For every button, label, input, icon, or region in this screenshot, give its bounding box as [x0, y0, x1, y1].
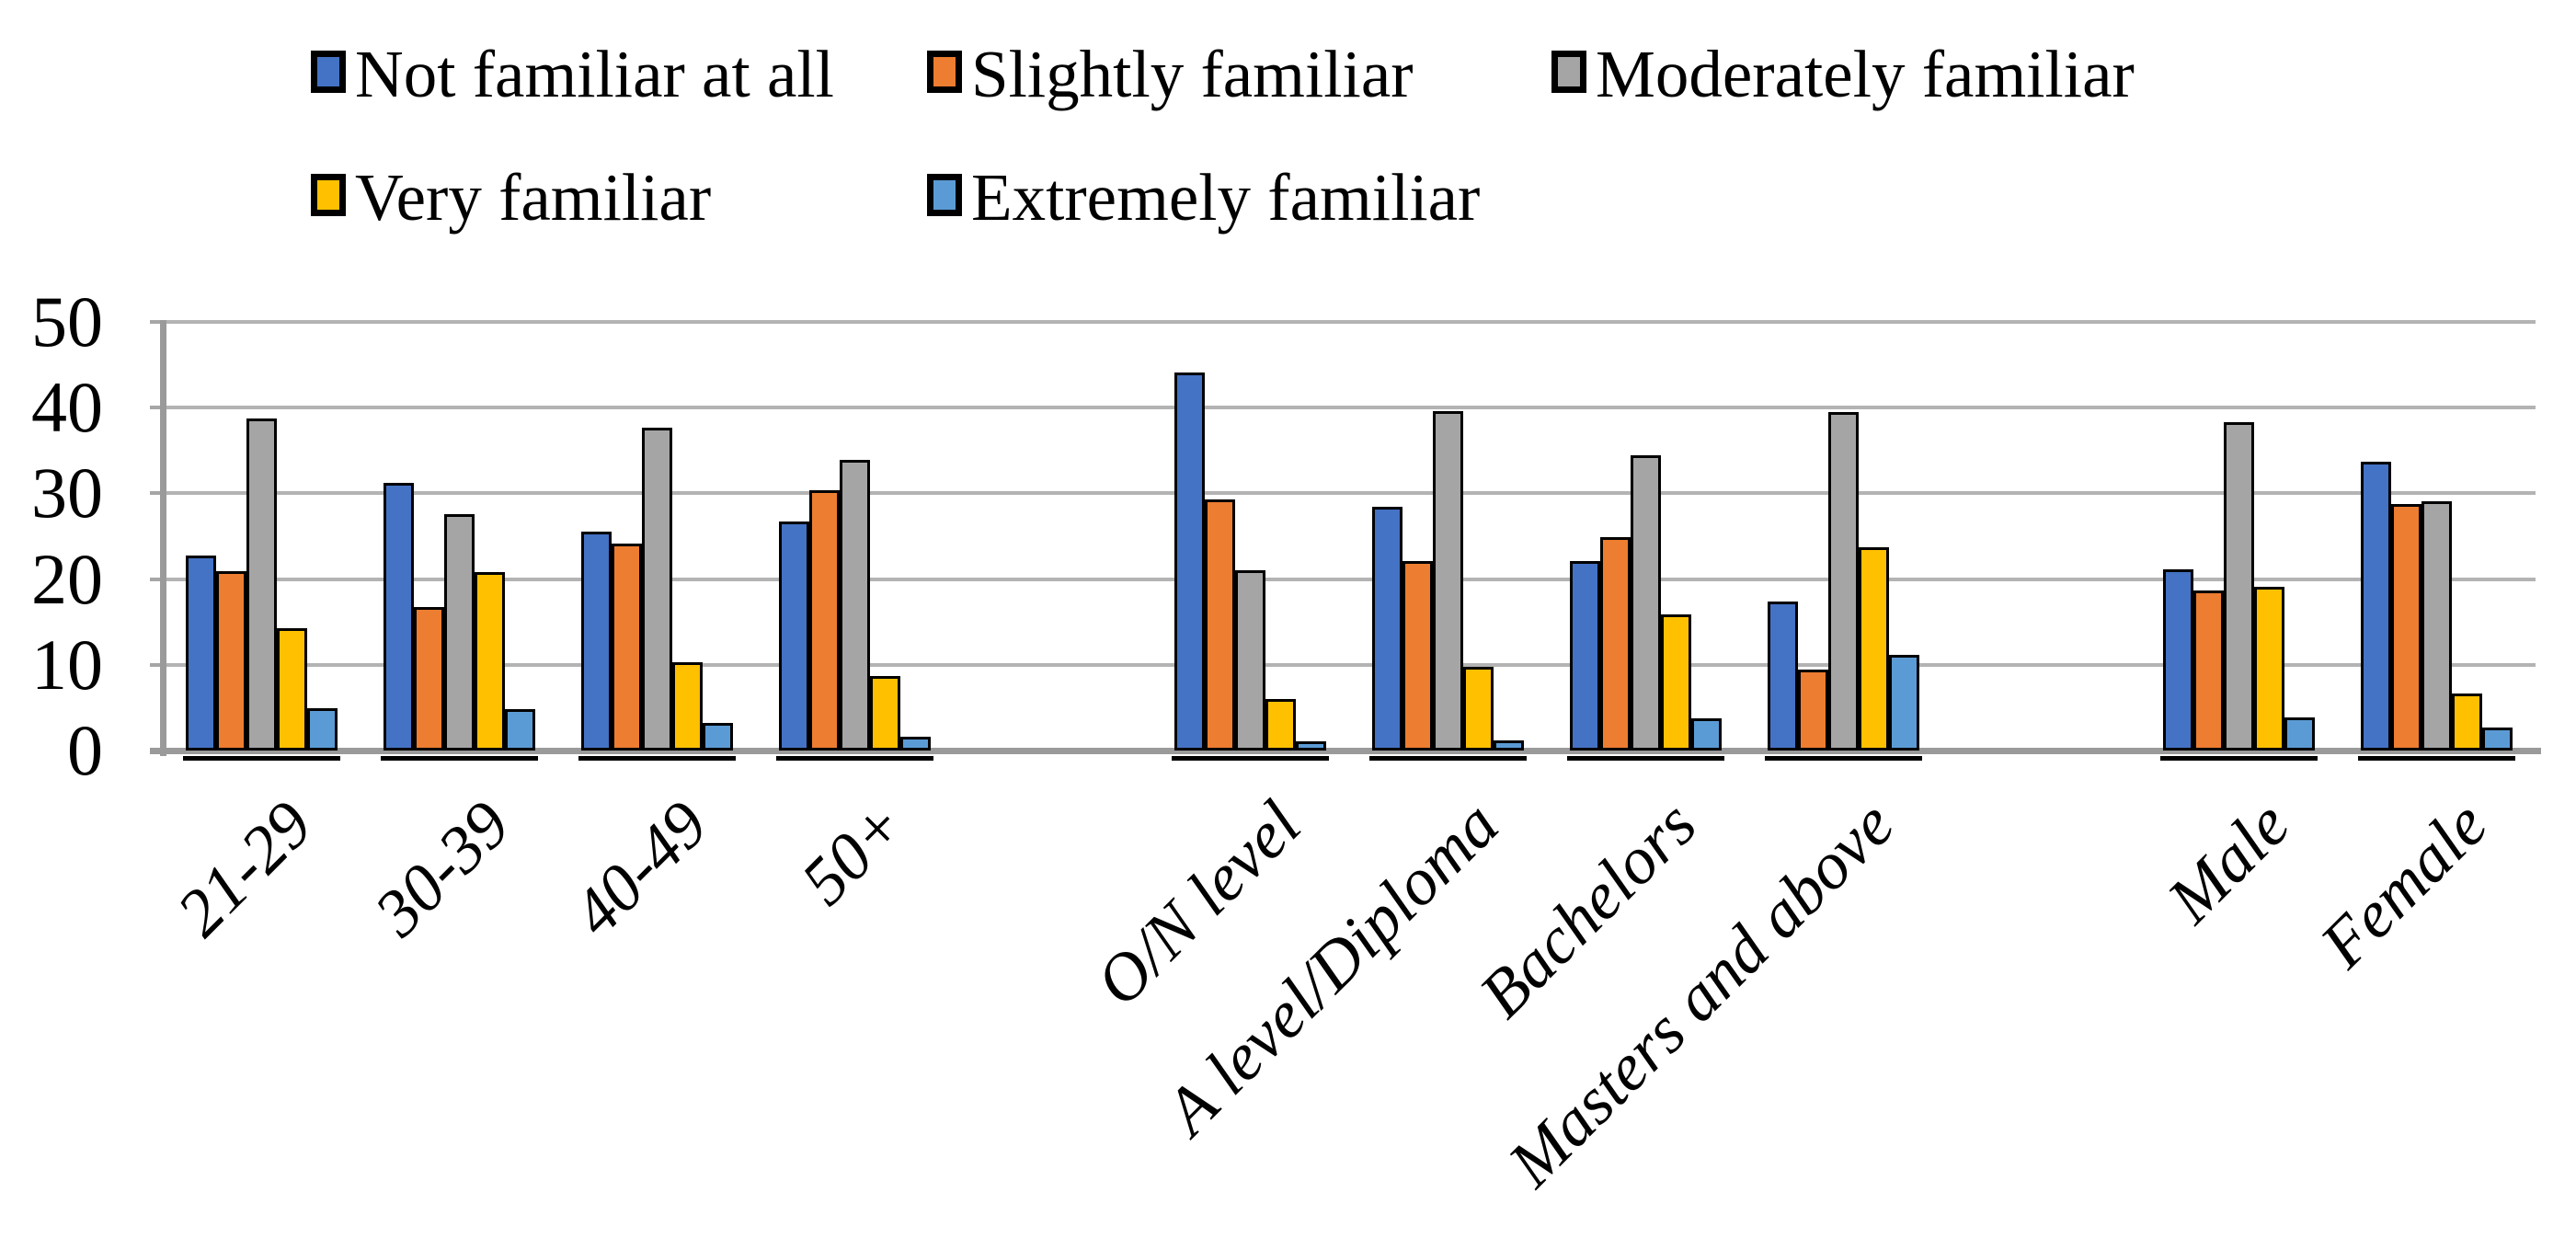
bar-moderately-familiar-male	[2224, 422, 2254, 751]
bar-moderately-familiar-a-level-diploma	[1433, 411, 1463, 751]
legend-swatch-moderately-familiar	[1551, 51, 1586, 93]
cluster-underline	[2160, 756, 2318, 761]
bar-very-familiar-male	[2254, 587, 2284, 751]
bar-slightly-familiar-50-	[809, 490, 840, 751]
bar-slightly-familiar-bachelors	[1600, 537, 1631, 751]
bar-not-familiar-at-all-o-n-level	[1174, 373, 1205, 751]
cluster-underline	[1369, 756, 1527, 761]
bar-extremely-familiar-o-n-level	[1296, 741, 1326, 751]
bar-moderately-familiar-21-29	[246, 418, 277, 751]
bar-slightly-familiar-30-39	[414, 607, 444, 751]
bar-not-familiar-at-all-male	[2163, 569, 2193, 751]
y-axis-tick-label: 50	[31, 281, 103, 361]
legend-swatch-slightly-familiar	[927, 51, 962, 93]
y-axis-tick-label: 30	[31, 453, 103, 533]
legend-label: Slightly familiar	[971, 36, 1414, 111]
y-axis-line	[160, 320, 166, 756]
gridline-10	[163, 662, 2536, 667]
bar-slightly-familiar-o-n-level	[1205, 499, 1235, 751]
bar-extremely-familiar-female	[2482, 728, 2513, 751]
legend-swatch-not-familiar-at-all	[311, 51, 346, 93]
legend-label: Very familiar	[355, 159, 712, 235]
bar-moderately-familiar-bachelors	[1631, 455, 1661, 751]
bar-moderately-familiar-masters-and-above	[1828, 412, 1859, 751]
gridline-40	[163, 406, 2536, 410]
legend-label: Not familiar at all	[355, 36, 834, 111]
gridline-50	[163, 320, 2536, 324]
legend-item: Not familiar at all	[311, 36, 834, 111]
bar-slightly-familiar-male	[2193, 590, 2224, 751]
cluster-underline	[578, 756, 736, 761]
bar-slightly-familiar-40-49	[612, 544, 642, 751]
cluster-underline	[381, 756, 538, 761]
bar-moderately-familiar-female	[2421, 501, 2452, 751]
bar-extremely-familiar-30-39	[505, 709, 535, 751]
bar-not-familiar-at-all-40-49	[581, 532, 612, 751]
y-axis-tick-label: 10	[31, 624, 103, 705]
bar-very-familiar-female	[2452, 694, 2482, 751]
bar-very-familiar-40-49	[672, 662, 703, 751]
legend-label: Moderately familiar	[1596, 36, 2135, 111]
y-axis-tick-label: 40	[31, 367, 103, 448]
bar-not-familiar-at-all-masters-and-above	[1768, 602, 1798, 751]
legend-item: Very familiar	[311, 159, 712, 235]
bar-extremely-familiar-21-29	[307, 708, 338, 751]
legend-label: Extremely familiar	[971, 159, 1481, 235]
bar-extremely-familiar-male	[2284, 717, 2315, 751]
legend-item: Moderately familiar	[1551, 36, 2135, 111]
legend-swatch-extremely-familiar	[927, 174, 962, 216]
legend-item: Extremely familiar	[927, 159, 1481, 235]
y-axis-tick	[150, 320, 163, 324]
bar-slightly-familiar-a-level-diploma	[1402, 561, 1433, 751]
bar-very-familiar-30-39	[475, 572, 505, 751]
bar-very-familiar-50-	[870, 676, 900, 751]
y-axis-tick	[150, 577, 163, 581]
bar-not-familiar-at-all-a-level-diploma	[1372, 507, 1402, 751]
bar-not-familiar-at-all-21-29	[186, 556, 216, 751]
bar-moderately-familiar-30-39	[444, 514, 475, 751]
x-axis-line	[150, 748, 2541, 754]
bar-very-familiar-bachelors	[1661, 614, 1691, 751]
gridline-30	[163, 491, 2536, 496]
y-axis-tick	[150, 491, 163, 496]
cluster-underline	[2358, 756, 2515, 761]
bar-moderately-familiar-o-n-level	[1235, 570, 1265, 751]
bar-extremely-familiar-masters-and-above	[1889, 655, 1919, 751]
legend-item: Slightly familiar	[927, 36, 1414, 111]
cluster-underline	[183, 756, 340, 761]
bar-slightly-familiar-female	[2391, 504, 2421, 751]
bar-very-familiar-o-n-level	[1265, 699, 1296, 751]
bar-extremely-familiar-a-level-diploma	[1494, 740, 1524, 751]
bar-not-familiar-at-all-30-39	[384, 483, 414, 751]
bar-slightly-familiar-masters-and-above	[1798, 670, 1828, 751]
y-axis-tick	[150, 406, 163, 410]
bar-not-familiar-at-all-50-	[779, 522, 809, 751]
legend-swatch-very-familiar	[311, 174, 346, 216]
bar-extremely-familiar-50-	[900, 737, 931, 751]
bar-very-familiar-masters-and-above	[1859, 547, 1889, 751]
bar-not-familiar-at-all-bachelors	[1570, 561, 1600, 751]
y-axis-tick	[150, 662, 163, 667]
y-axis-tick-label: 0	[67, 710, 103, 790]
cluster-underline	[776, 756, 933, 761]
bar-moderately-familiar-50-	[840, 460, 870, 751]
cluster-underline	[1172, 756, 1329, 761]
bar-extremely-familiar-bachelors	[1691, 718, 1722, 751]
bar-slightly-familiar-21-29	[216, 571, 246, 751]
gridline-20	[163, 577, 2536, 581]
bar-very-familiar-a-level-diploma	[1463, 667, 1494, 751]
bar-very-familiar-21-29	[277, 628, 307, 751]
cluster-underline	[1765, 756, 1922, 761]
bar-moderately-familiar-40-49	[642, 428, 672, 751]
bar-extremely-familiar-40-49	[703, 723, 733, 751]
bar-not-familiar-at-all-female	[2361, 462, 2391, 751]
y-axis-tick-label: 20	[31, 538, 103, 619]
cluster-underline	[1567, 756, 1724, 761]
